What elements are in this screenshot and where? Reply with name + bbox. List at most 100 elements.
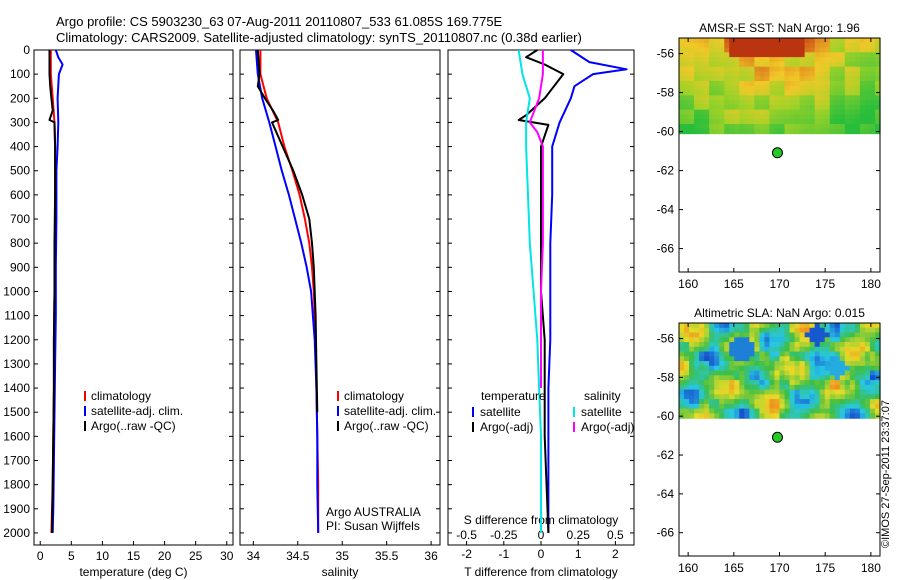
field-cell [834,81,841,87]
x-tick-label: 10 [96,549,110,563]
field-cell [809,114,816,120]
field-cell [799,342,806,348]
field-cell [874,389,881,395]
field-cell [689,394,695,400]
y-tick-label: 1700 [3,453,30,467]
field-cell [724,327,730,334]
field-cell [769,323,776,329]
field-cell [844,403,851,410]
field-cell [829,95,836,101]
field-cell [724,380,730,386]
field-cell [799,399,806,405]
field-cell [784,413,791,419]
map-x-tick-label: 180 [861,277,881,291]
field-cell [754,323,761,329]
field-cell [809,361,816,367]
field-cell [694,100,700,106]
field-cell [834,38,841,44]
field-cell [719,356,725,362]
field-cell [799,327,806,334]
field-cell [754,90,761,96]
field-cell [689,346,695,353]
field-cell [679,114,685,120]
field-cell [859,38,866,44]
field-cell [814,71,821,77]
field-cell [809,380,816,386]
field-cell [694,342,700,348]
field-cell [714,365,720,372]
field-cell [839,81,846,87]
map-y-tick-label: -62 [657,164,675,178]
field-cell [709,327,715,334]
field-cell [849,375,856,381]
field-cell [759,323,766,329]
field-cell [854,109,861,116]
field-cell [844,128,851,135]
field-cell [689,71,695,77]
field-cell [864,342,871,348]
field-cell [774,109,781,116]
field-cell [804,351,811,357]
field-cell [819,85,826,92]
field-cell [769,38,776,44]
field-cell [774,351,781,357]
field-cell [829,384,836,391]
field-cell [714,337,720,343]
field-cell [709,399,715,405]
field-cell [729,128,735,135]
field-cell [849,128,856,135]
field-cell [874,327,881,334]
field-cell [704,95,710,101]
field-cell [854,42,861,49]
field-cell [754,408,761,414]
field-cell [859,66,866,73]
field-cell [849,95,856,101]
field-cell [734,408,740,414]
field-cell [779,42,786,49]
field-cell [779,100,786,106]
field-cell [819,370,826,376]
field-cell [724,332,730,338]
field-cell [684,351,690,357]
field-cell [754,38,761,44]
field-cell [779,71,786,77]
field-cell [784,370,791,376]
field-cell [749,66,755,73]
field-cell [719,327,725,334]
field-cell [714,370,720,376]
field-cell [774,61,781,68]
field-cell [869,332,876,338]
field-cell [799,389,806,395]
field-cell [784,403,791,410]
field-cell [794,76,801,82]
field-cell [684,66,690,73]
field-cell [824,399,831,405]
field-cell [679,384,685,391]
field-cell [734,351,740,357]
field-cell [739,394,745,400]
field-cell [804,71,811,77]
field-cell [699,337,705,343]
field-cell [764,327,771,334]
field-cell [864,351,871,357]
field-cell [779,403,786,410]
field-cell [694,351,700,357]
map-x-tick-label: 160 [678,561,698,575]
field-cell [814,57,821,63]
field-cell [694,370,700,376]
field-cell [819,399,826,405]
field-cell [819,104,826,111]
map-title: AMSR-E SST: NaN Argo: 1.96 [699,21,860,35]
field-cell [704,114,710,120]
field-cell [849,346,856,353]
field-cell [729,389,735,395]
legend-entry: Argo(-adj) [480,420,533,434]
field-cell [824,95,831,101]
field-cell [804,356,811,362]
field-cell [789,123,796,130]
field-cell [824,76,831,82]
field-cell [804,76,811,82]
field-cell [729,413,735,419]
field-cell [794,47,801,53]
legend-title: temperature [481,389,546,403]
